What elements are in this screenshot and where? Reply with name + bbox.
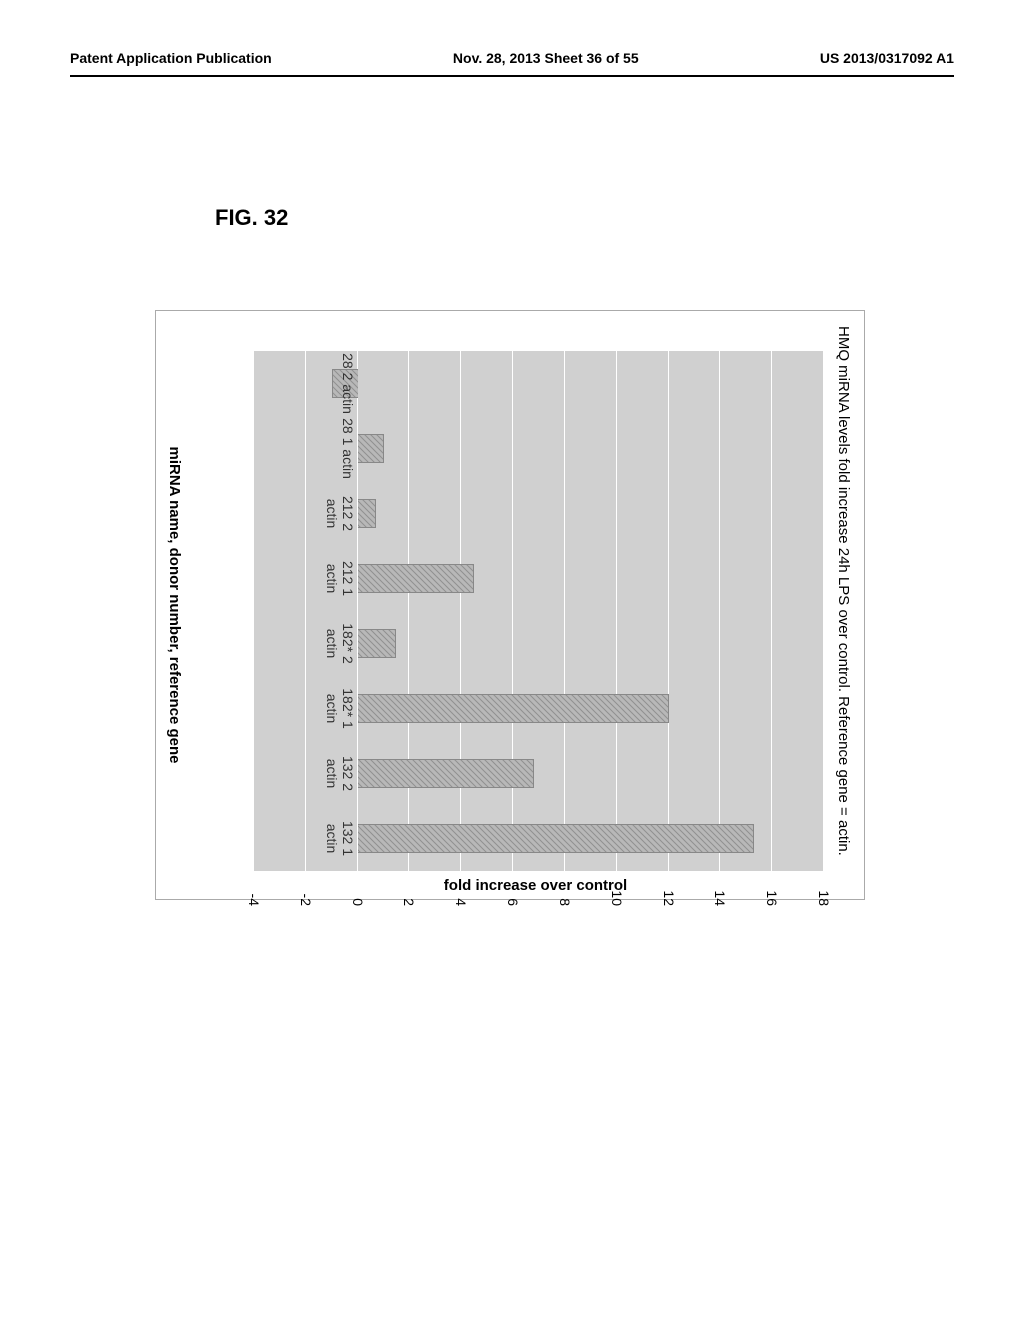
chart-container: HMQ miRNA levels fold increase 24h LPS o…	[155, 310, 865, 900]
category-label: 212 1actin	[324, 546, 356, 611]
category-label: 28 2 actin	[340, 351, 356, 416]
bar	[358, 629, 397, 658]
y-tick-label: 2	[401, 876, 417, 906]
y-tick-label: 14	[712, 876, 728, 906]
header-rule	[70, 75, 954, 77]
category-label: 28 1 actin	[340, 416, 356, 481]
category-label-line2: actin	[324, 611, 340, 676]
bar	[358, 564, 475, 593]
y-tick-label: 12	[661, 876, 677, 906]
y-tick-label: 0	[350, 876, 366, 906]
plot-area: -4-202468101214161828 2 actin28 1 actin2…	[254, 351, 824, 871]
bar	[358, 759, 534, 788]
figure-label: FIG. 32	[215, 205, 288, 231]
gridline	[408, 351, 409, 871]
y-tick-label: 18	[816, 876, 832, 906]
category-label-line2: actin	[324, 676, 340, 741]
gridline	[512, 351, 513, 871]
category-label: 212 2actin	[324, 481, 356, 546]
y-tick-label: -2	[298, 876, 314, 906]
y-axis-title: fold increase over control	[444, 877, 627, 894]
gridline	[564, 351, 565, 871]
category-label-line1: 212 2	[340, 481, 356, 546]
category-label-line1: 212 1	[340, 546, 356, 611]
category-label-line1: 28 2 actin	[340, 351, 356, 416]
header-right: US 2013/0317092 A1	[820, 50, 954, 66]
category-label-line2: actin	[324, 741, 340, 806]
gridline	[460, 351, 461, 871]
chart-title: HMQ miRNA levels fold increase 24h LPS o…	[835, 326, 852, 856]
category-label: 182* 1actin	[324, 676, 356, 741]
gridline	[823, 351, 824, 871]
gridline	[305, 351, 306, 871]
category-label: 132 1actin	[324, 806, 356, 871]
y-tick-label: -4	[246, 876, 262, 906]
bar	[358, 694, 669, 723]
gridline	[357, 351, 358, 871]
category-label: 132 2actin	[324, 741, 356, 806]
header-left: Patent Application Publication	[70, 50, 272, 66]
category-label-line2: actin	[324, 806, 340, 871]
y-tick-label: 16	[764, 876, 780, 906]
header-center: Nov. 28, 2013 Sheet 36 of 55	[453, 50, 639, 66]
gridline	[719, 351, 720, 871]
category-label-line1: 182* 2	[340, 611, 356, 676]
gridline	[668, 351, 669, 871]
category-label-line2: actin	[324, 546, 340, 611]
bar	[358, 499, 376, 528]
category-label-line1: 132 2	[340, 741, 356, 806]
gridline	[253, 351, 254, 871]
x-axis-title: miRNA name, donor number, reference gene	[166, 311, 183, 899]
gridline	[771, 351, 772, 871]
category-label-line1: 132 1	[340, 806, 356, 871]
category-label-line1: 28 1 actin	[340, 416, 356, 481]
bar	[358, 434, 384, 463]
gridline	[616, 351, 617, 871]
category-label-line2: actin	[324, 481, 340, 546]
category-label-line1: 182* 1	[340, 676, 356, 741]
page-header: Patent Application Publication Nov. 28, …	[0, 50, 1024, 66]
category-label: 182* 2actin	[324, 611, 356, 676]
bar	[358, 824, 754, 853]
